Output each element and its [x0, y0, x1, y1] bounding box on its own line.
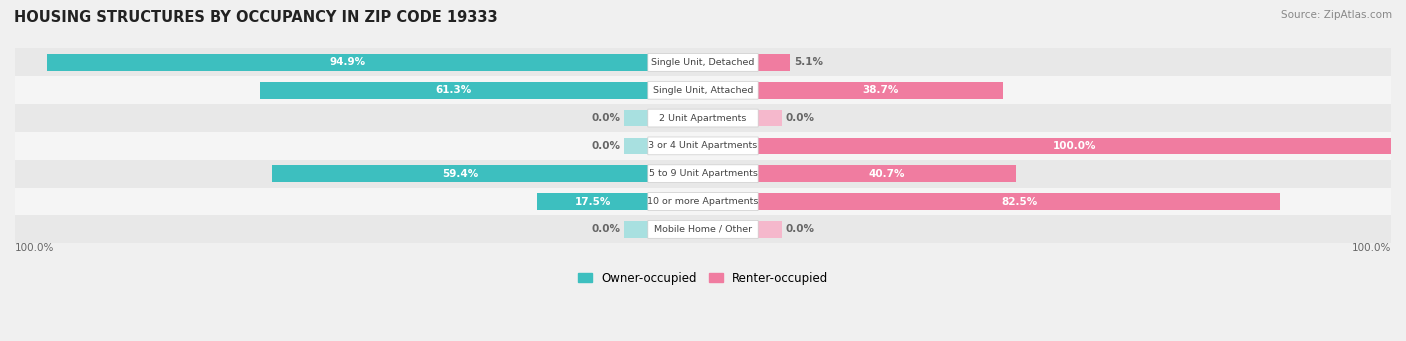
Text: 10 or more Apartments: 10 or more Apartments	[647, 197, 759, 206]
Bar	[624, 137, 648, 154]
Bar	[15, 216, 1391, 243]
Text: 0.0%: 0.0%	[786, 224, 814, 234]
Bar	[624, 221, 648, 238]
Bar	[260, 82, 648, 99]
Bar	[15, 48, 1391, 76]
FancyBboxPatch shape	[648, 54, 758, 71]
Bar	[758, 110, 782, 127]
Text: 94.9%: 94.9%	[329, 57, 366, 68]
FancyBboxPatch shape	[648, 221, 758, 238]
Text: 0.0%: 0.0%	[592, 224, 620, 234]
Text: 61.3%: 61.3%	[436, 85, 472, 95]
Bar	[758, 165, 1015, 182]
Bar	[758, 82, 1002, 99]
Text: HOUSING STRUCTURES BY OCCUPANCY IN ZIP CODE 19333: HOUSING STRUCTURES BY OCCUPANCY IN ZIP C…	[14, 10, 498, 25]
Text: 38.7%: 38.7%	[862, 85, 898, 95]
Text: Single Unit, Attached: Single Unit, Attached	[652, 86, 754, 95]
Text: 100.0%: 100.0%	[1053, 141, 1097, 151]
Text: 0.0%: 0.0%	[592, 141, 620, 151]
Bar	[48, 54, 648, 71]
Bar	[537, 193, 648, 210]
Legend: Owner-occupied, Renter-occupied: Owner-occupied, Renter-occupied	[572, 267, 834, 290]
Text: 5 to 9 Unit Apartments: 5 to 9 Unit Apartments	[648, 169, 758, 178]
Text: 59.4%: 59.4%	[441, 169, 478, 179]
Text: 40.7%: 40.7%	[869, 169, 905, 179]
Text: 100.0%: 100.0%	[1351, 243, 1391, 253]
Bar	[758, 221, 782, 238]
Text: 17.5%: 17.5%	[575, 196, 610, 207]
FancyBboxPatch shape	[648, 109, 758, 127]
FancyBboxPatch shape	[648, 165, 758, 183]
FancyBboxPatch shape	[648, 81, 758, 99]
Text: 2 Unit Apartments: 2 Unit Apartments	[659, 114, 747, 122]
Bar	[758, 193, 1281, 210]
Bar	[624, 110, 648, 127]
Bar	[15, 104, 1391, 132]
Text: 3 or 4 Unit Apartments: 3 or 4 Unit Apartments	[648, 142, 758, 150]
Bar	[15, 76, 1391, 104]
Bar	[15, 132, 1391, 160]
Text: Source: ZipAtlas.com: Source: ZipAtlas.com	[1281, 10, 1392, 20]
Bar	[15, 188, 1391, 216]
Text: 0.0%: 0.0%	[786, 113, 814, 123]
Text: Single Unit, Detached: Single Unit, Detached	[651, 58, 755, 67]
FancyBboxPatch shape	[648, 193, 758, 210]
Bar	[758, 137, 1391, 154]
Bar	[271, 165, 648, 182]
Text: 82.5%: 82.5%	[1001, 196, 1038, 207]
Text: Mobile Home / Other: Mobile Home / Other	[654, 225, 752, 234]
FancyBboxPatch shape	[648, 137, 758, 155]
Text: 0.0%: 0.0%	[592, 113, 620, 123]
Text: 100.0%: 100.0%	[15, 243, 55, 253]
Bar	[758, 54, 790, 71]
Text: 5.1%: 5.1%	[794, 57, 823, 68]
Bar	[15, 160, 1391, 188]
